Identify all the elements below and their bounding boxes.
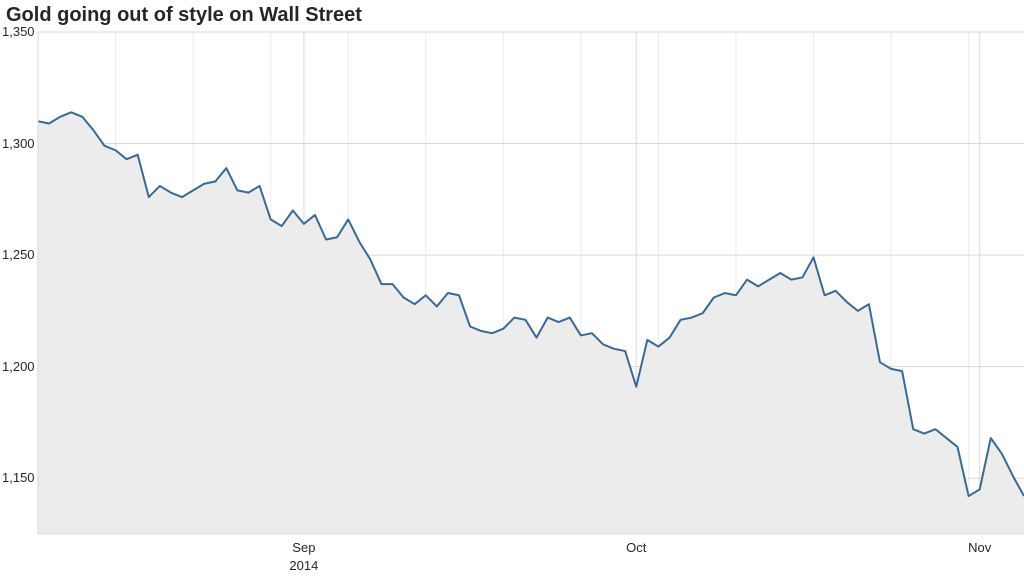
- y-axis-tick-label: 1,300: [2, 136, 35, 151]
- y-axis-tick-label: 1,150: [2, 470, 35, 485]
- x-axis-tick-label: Oct: [626, 540, 646, 555]
- x-axis-tick-label: Nov: [968, 540, 991, 555]
- y-axis-tick-label: 1,250: [2, 247, 35, 262]
- y-axis-tick-label: 1,350: [2, 24, 35, 39]
- chart-svg: [0, 0, 1024, 576]
- x-axis-year-label: 2014: [289, 558, 318, 573]
- y-axis-tick-label: 1,200: [2, 359, 35, 374]
- x-axis-tick-label: Sep: [292, 540, 315, 555]
- chart-container: Gold going out of style on Wall Street 1…: [0, 0, 1024, 576]
